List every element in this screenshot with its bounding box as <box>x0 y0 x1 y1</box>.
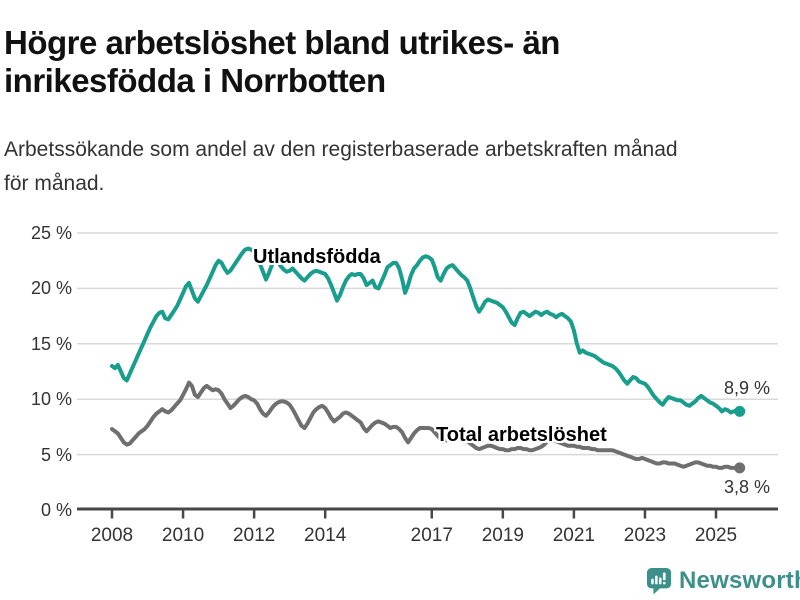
page-title: Högre arbetslöshet bland utrikes- än inr… <box>4 24 560 100</box>
x-tick-label: 2023 <box>623 525 667 546</box>
y-tick-label: 5 % <box>40 444 72 465</box>
y-tick-label: 10 % <box>30 389 72 410</box>
y-tick-label: 15 % <box>30 333 72 354</box>
x-tick-label: 2017 <box>410 525 453 546</box>
y-tick-label: 0 % <box>40 500 72 520</box>
end-dot-series-0 <box>734 405 746 417</box>
series-label-utlandsfodda: Utlandsfödda <box>253 246 381 268</box>
x-tick-label: 2012 <box>232 525 276 546</box>
chart-subtitle: Arbetssökande som andel av den registerb… <box>4 138 678 195</box>
x-tick-label: 2010 <box>161 525 205 546</box>
end-value-label-utlandsfodda: 8,9 % <box>723 378 770 398</box>
x-tick-label: 2021 <box>552 525 596 546</box>
x-tick-label: 2014 <box>304 525 347 546</box>
series-label-total-arbetsloshet: Total arbetslöshet <box>436 424 607 446</box>
y-tick-label: 20 % <box>30 278 72 299</box>
end-value-label-total-arbetsloshet: 3,8 % <box>723 477 770 497</box>
bar-chart-speech-bubble-icon <box>646 568 672 595</box>
x-tick-label: 2019 <box>481 525 524 546</box>
brand-name: Newsworthy <box>679 567 800 594</box>
line-series-1 <box>110 380 742 470</box>
y-tick-label: 25 % <box>30 223 72 243</box>
x-tick-label: 2025 <box>694 525 738 546</box>
line-series-0 <box>110 246 742 415</box>
end-dot-series-1 <box>734 462 746 474</box>
x-tick-label: 2008 <box>90 525 134 546</box>
brand-footer: Newsworthy <box>646 565 800 597</box>
